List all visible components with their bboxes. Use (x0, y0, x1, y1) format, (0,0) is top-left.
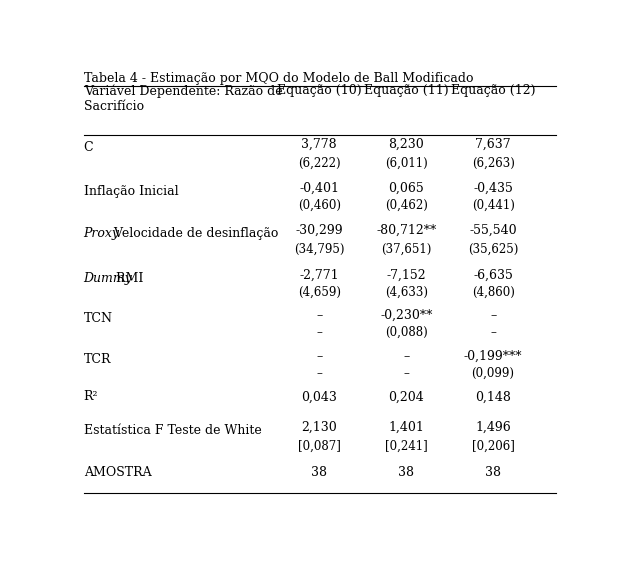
Text: –: – (403, 367, 409, 379)
Text: –: – (490, 326, 496, 339)
Text: (0,088): (0,088) (385, 326, 427, 339)
Text: 7,637: 7,637 (475, 137, 511, 150)
Text: Equação (10): Equação (10) (277, 84, 361, 97)
Text: -0,199***: -0,199*** (464, 350, 522, 363)
Text: 38: 38 (312, 466, 327, 479)
Text: Variável Dependente: Razão de
Sacrifício: Variável Dependente: Razão de Sacrifício (83, 84, 282, 113)
Text: (35,625): (35,625) (468, 243, 518, 256)
Text: AMOSTRA: AMOSTRA (83, 466, 151, 479)
Text: (34,795): (34,795) (294, 243, 345, 256)
Text: 0,204: 0,204 (388, 390, 424, 404)
Text: -55,540: -55,540 (469, 224, 517, 236)
Text: (0,460): (0,460) (298, 199, 341, 212)
Text: -6,635: -6,635 (473, 269, 513, 282)
Text: 38: 38 (398, 466, 414, 479)
Text: [0,241]: [0,241] (385, 440, 427, 453)
Text: –: – (316, 309, 323, 322)
Text: Equação (12): Equação (12) (451, 84, 535, 97)
Text: -30,299: -30,299 (295, 224, 343, 236)
Text: -0,401: -0,401 (299, 182, 340, 195)
Text: 3,778: 3,778 (302, 137, 337, 150)
Text: –: – (316, 350, 323, 363)
Text: Estatística F Teste de White: Estatística F Teste de White (83, 425, 262, 437)
Text: Inflação Inicial: Inflação Inicial (83, 185, 178, 198)
Text: 2,130: 2,130 (302, 421, 337, 434)
Text: -80,712**: -80,712** (376, 224, 436, 236)
Text: Proxy: Proxy (83, 227, 120, 240)
Text: R²: R² (83, 390, 98, 404)
Text: -0,230**: -0,230** (380, 309, 432, 322)
Text: (6,011): (6,011) (385, 157, 427, 169)
Text: (4,860): (4,860) (472, 285, 515, 298)
Text: (37,651): (37,651) (381, 243, 431, 256)
Text: (0,441): (0,441) (472, 199, 515, 212)
Text: (6,263): (6,263) (472, 157, 515, 169)
Text: Equação (11): Equação (11) (364, 84, 449, 97)
Text: [0,206]: [0,206] (472, 440, 515, 453)
Text: 38: 38 (485, 466, 501, 479)
Text: 1,496: 1,496 (475, 421, 511, 434)
Text: –: – (316, 326, 322, 339)
Text: (4,659): (4,659) (298, 285, 341, 298)
Text: 0,148: 0,148 (475, 390, 511, 404)
Text: [0,087]: [0,087] (298, 440, 341, 453)
Text: –: – (403, 350, 409, 363)
Text: TCN: TCN (83, 312, 113, 325)
Text: 0,065: 0,065 (388, 182, 424, 195)
Text: (6,222): (6,222) (298, 157, 341, 169)
Text: (4,633): (4,633) (384, 285, 428, 298)
Text: Dummy: Dummy (83, 272, 133, 285)
Text: RMI: RMI (112, 272, 143, 285)
Text: -2,771: -2,771 (300, 269, 339, 282)
Text: TCR: TCR (83, 353, 111, 366)
Text: (0,462): (0,462) (385, 199, 427, 212)
Text: (0,099): (0,099) (472, 367, 515, 379)
Text: Tabela 4 - Estimação por MQO do Modelo de Ball Modificado: Tabela 4 - Estimação por MQO do Modelo d… (83, 72, 473, 85)
Text: -7,152: -7,152 (386, 269, 426, 282)
Text: 8,230: 8,230 (388, 137, 424, 150)
Text: C: C (83, 141, 93, 154)
Text: –: – (490, 309, 497, 322)
Text: 0,043: 0,043 (302, 390, 337, 404)
Text: –: – (316, 367, 322, 379)
Text: -0,435: -0,435 (473, 182, 513, 195)
Text: Velocidade de desinflação: Velocidade de desinflação (110, 227, 278, 240)
Text: 1,401: 1,401 (388, 421, 424, 434)
